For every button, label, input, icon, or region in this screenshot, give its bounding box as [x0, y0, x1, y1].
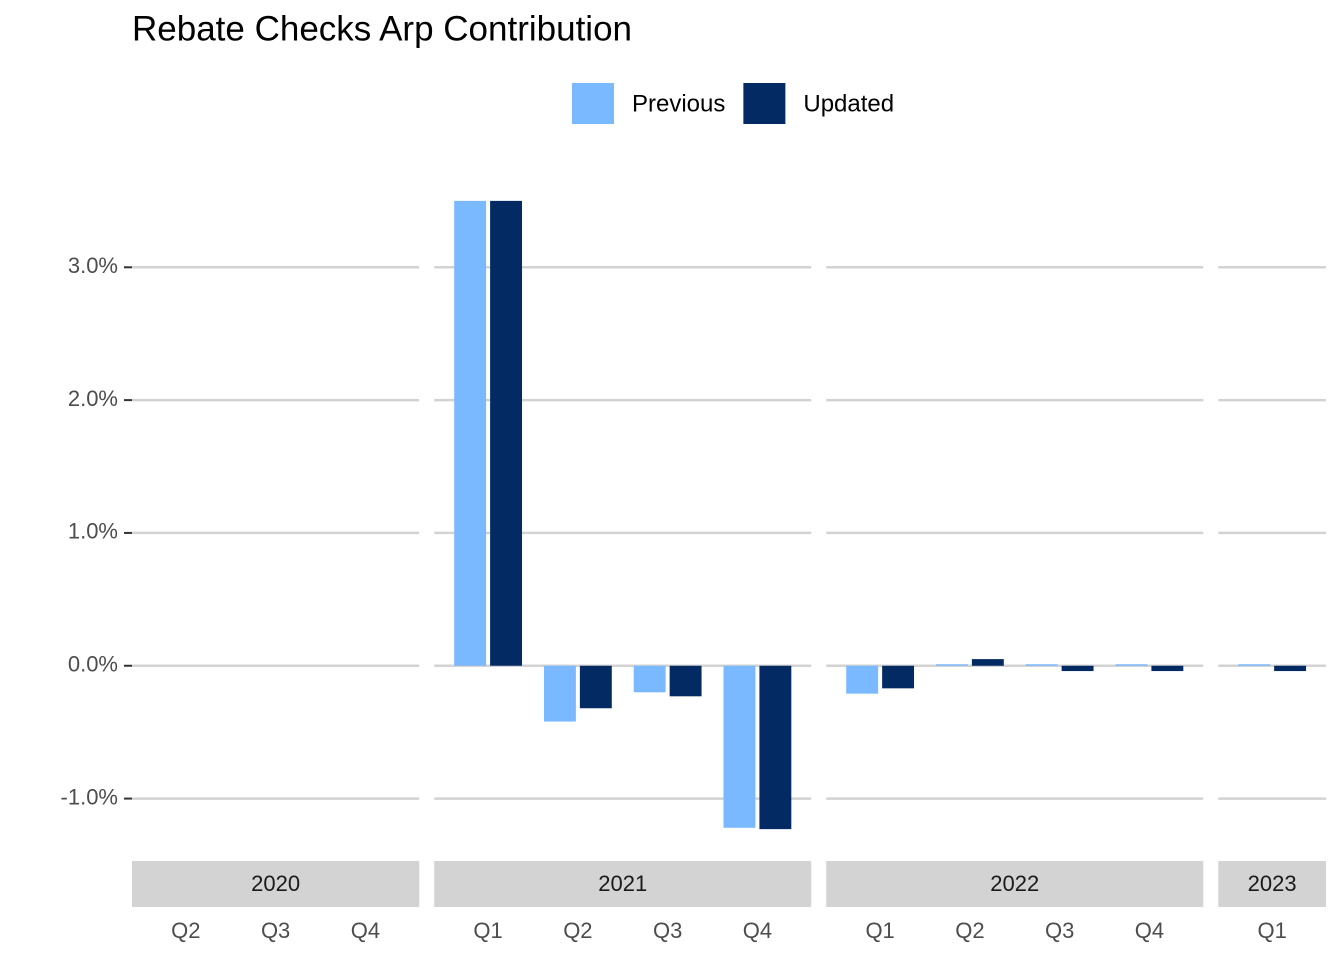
facet-label: 2020 [251, 871, 300, 896]
x-tick-label: Q4 [743, 918, 772, 943]
bar [633, 665, 666, 693]
bar [1238, 664, 1271, 666]
facet-label: 2021 [598, 871, 647, 896]
y-tick-label: 3.0% [68, 253, 118, 278]
y-tick-label: 0.0% [68, 652, 118, 677]
bar [1274, 665, 1307, 672]
facet-label: 2022 [990, 871, 1039, 896]
bar [1115, 664, 1148, 666]
bar [759, 665, 792, 830]
facet-strip [1218, 861, 1326, 907]
bar [543, 665, 576, 722]
bar [935, 664, 968, 666]
x-tick-label: Q1 [1257, 918, 1286, 943]
x-tick-label: Q3 [261, 918, 290, 943]
y-tick-label: -1.0% [61, 784, 118, 809]
bar [723, 665, 756, 828]
facet-strip [132, 861, 420, 907]
facet-strip [434, 861, 812, 907]
x-tick-label: Q4 [351, 918, 380, 943]
bar [1025, 664, 1058, 666]
x-tick-label: Q1 [473, 918, 502, 943]
x-tick-label: Q3 [1045, 918, 1074, 943]
x-tick-label: Q2 [563, 918, 592, 943]
legend-swatch [572, 83, 614, 124]
bar [579, 665, 612, 709]
bar [1061, 665, 1094, 672]
bar [490, 200, 523, 666]
legend-label: Previous [632, 90, 725, 117]
bar [1151, 665, 1184, 672]
legend-swatch [743, 83, 786, 124]
bar [454, 200, 487, 666]
bar [846, 665, 879, 694]
x-tick-label: Q3 [653, 918, 682, 943]
y-tick-label: 2.0% [68, 386, 118, 411]
bar [971, 659, 1004, 666]
chart-title: Rebate Checks Arp Contribution [132, 9, 632, 48]
bar [669, 665, 702, 697]
facet-label: 2023 [1248, 871, 1297, 896]
x-tick-label: Q1 [865, 918, 894, 943]
facet-strip [826, 861, 1204, 907]
bar [882, 665, 915, 689]
x-tick-label: Q2 [171, 918, 200, 943]
y-tick-label: 1.0% [68, 519, 118, 544]
legend-label: Updated [803, 90, 894, 117]
x-tick-label: Q2 [955, 918, 984, 943]
x-tick-label: Q4 [1135, 918, 1164, 943]
